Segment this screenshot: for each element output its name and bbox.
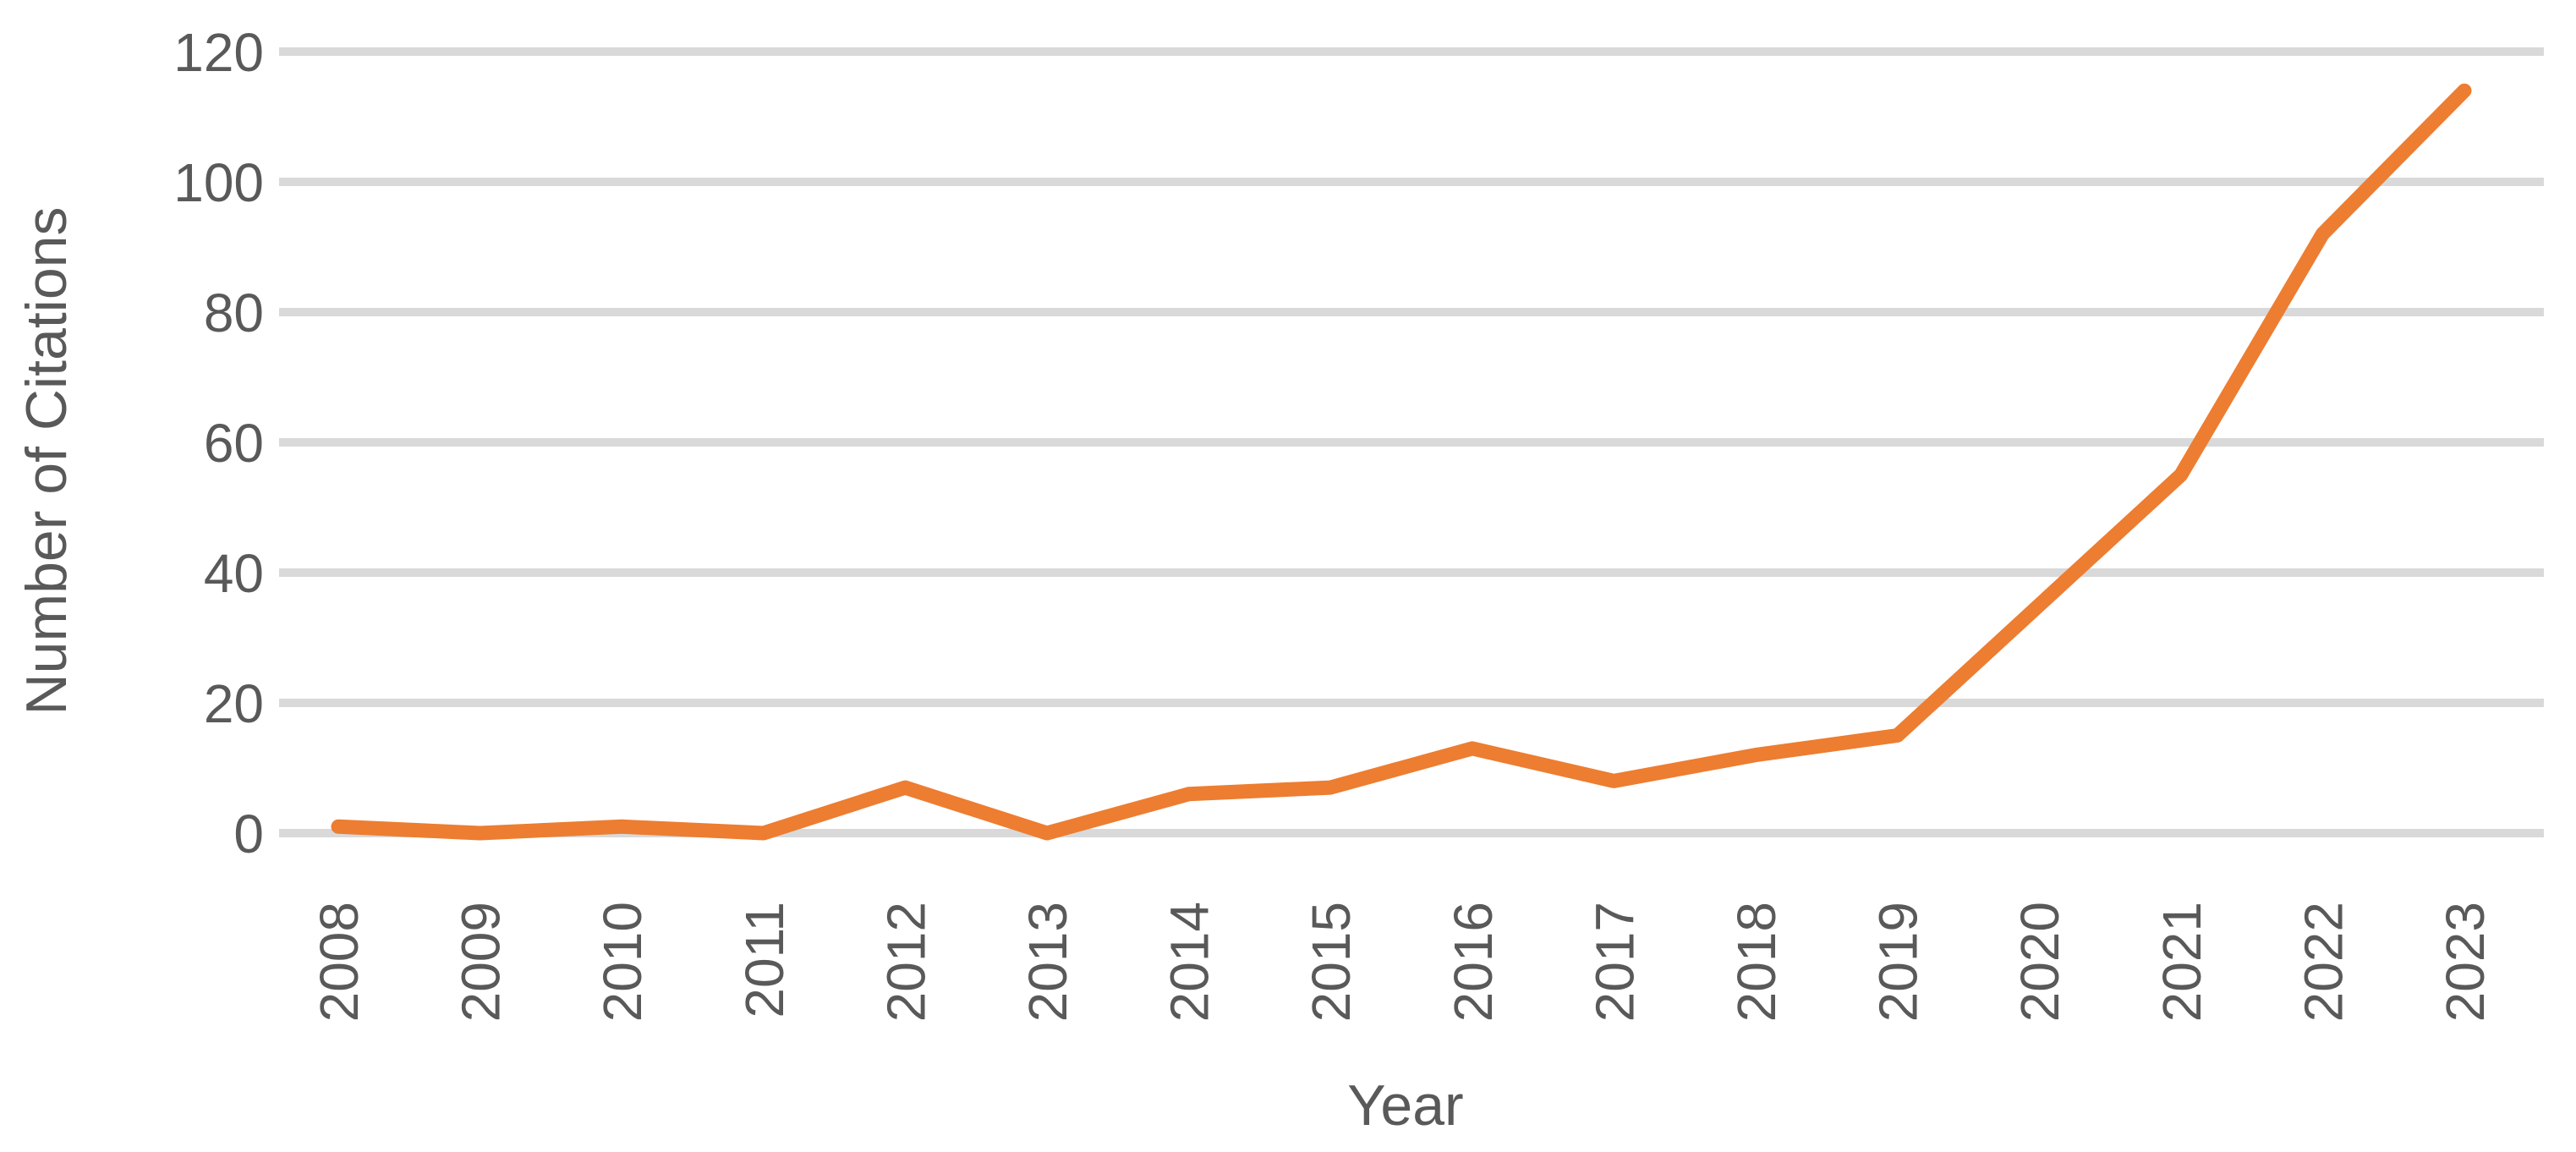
x-tick-label: 2021 [2151, 902, 2212, 1022]
x-tick-label: 2014 [1159, 902, 1220, 1022]
y-tick-label: 0 [233, 804, 264, 864]
x-axis-tick-labels: 2008 2009 2010 2011 2012 2013 2014 2015 2016 2017… [309, 902, 2496, 1022]
y-tick-label: 120 [173, 22, 264, 83]
x-axis-title: Year [1347, 1073, 1463, 1138]
x-tick-label: 2015 [1301, 902, 1362, 1022]
y-tick-label: 20 [204, 673, 264, 734]
y-axis-title: Number of Citations [14, 207, 79, 716]
x-tick-label: 2022 [2293, 902, 2354, 1022]
y-axis-tick-labels: 0 20 40 60 80 100 120 [173, 22, 264, 864]
x-tick-label: 2018 [1726, 902, 1787, 1022]
x-tick-label: 2023 [2435, 902, 2496, 1022]
y-tick-label: 40 [204, 543, 264, 604]
gridlines-group [279, 47, 2544, 837]
y-tick-label: 100 [173, 152, 264, 213]
x-tick-label: 2016 [1443, 902, 1504, 1022]
x-tick-label: 2013 [1017, 902, 1078, 1022]
data-line [331, 83, 2472, 841]
x-tick-label: 2009 [451, 902, 512, 1022]
x-tick-label: 2019 [1868, 902, 1929, 1022]
y-tick-label: 60 [204, 413, 264, 474]
x-tick-label: 2011 [734, 902, 795, 1018]
x-tick-label: 2012 [875, 902, 936, 1022]
data-series-group [331, 83, 2472, 841]
x-tick-label: 2020 [2009, 902, 2070, 1022]
x-tick-label: 2010 [592, 902, 653, 1022]
x-tick-label: 2008 [309, 902, 370, 1022]
x-tick-label: 2017 [1584, 902, 1645, 1022]
y-tick-label: 80 [204, 283, 264, 343]
